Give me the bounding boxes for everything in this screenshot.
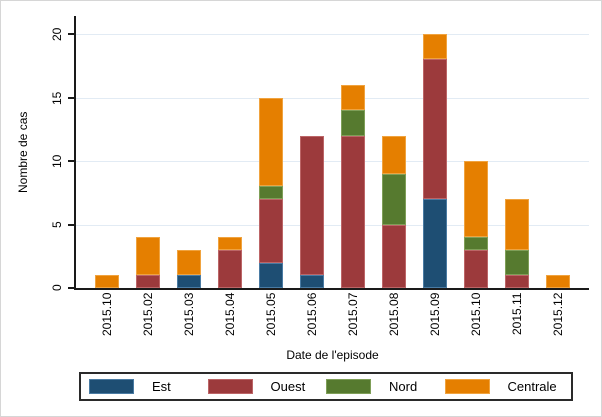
- y-tick-label: 0: [50, 284, 64, 292]
- gridline-y-20: [76, 34, 589, 35]
- legend-item-nord: Nord: [326, 379, 445, 394]
- bar-segment-centrale-2015.09[interactable]: [423, 34, 447, 60]
- x-tick-label: 2015.05: [264, 293, 278, 337]
- bar-segment-centrale-2015.04[interactable]: [218, 237, 242, 250]
- bar-segment-est-2015.09[interactable]: [423, 199, 447, 288]
- legend-label: Est: [152, 379, 171, 394]
- bar-segment-nord-2015.05[interactable]: [259, 186, 283, 200]
- y-tick-label: 10: [50, 154, 64, 168]
- bar-segment-ouest-2015.06[interactable]: [300, 135, 324, 276]
- legend-swatch-est: [89, 379, 134, 394]
- x-tick-labels: 2015.10 2015.02 2015.03 2015.04 2015.05 2015.…: [76, 293, 589, 351]
- bar-segment-centrale-2015.03[interactable]: [177, 249, 201, 276]
- legend: Est Ouest Nord Centrale: [79, 372, 573, 401]
- bar-segment-nord-2015.07[interactable]: [341, 110, 365, 136]
- bar-segment-centrale-2015.10[interactable]: [95, 275, 119, 288]
- x-axis-line: [74, 288, 589, 290]
- y-tick-0: [68, 287, 74, 289]
- x-tick-label: 2015.04: [223, 293, 237, 337]
- bar-segment-ouest-2015.07[interactable]: [341, 135, 365, 288]
- y-tick-5: [68, 223, 74, 226]
- bar-segment-est-2015.06[interactable]: [300, 275, 324, 288]
- y-tick-10: [68, 160, 74, 162]
- legend-label: Centrale: [507, 379, 557, 394]
- bar-segment-centrale-2015.05[interactable]: [259, 97, 283, 187]
- gridline-y-5: [76, 224, 589, 226]
- bar-segment-ouest-2015.10[interactable]: [464, 249, 488, 288]
- x-tick-label: 2015.07: [346, 293, 360, 337]
- legend-swatch-centrale: [444, 379, 490, 394]
- bar-segment-centrale-2015.07[interactable]: [341, 84, 365, 111]
- bar-segment-ouest-2015.11[interactable]: [505, 275, 529, 288]
- x-tick-label: 2015.09: [428, 293, 442, 337]
- x-tick-label: 2015.10: [100, 293, 114, 337]
- legend-item-est: Est: [89, 379, 208, 394]
- y-tick-label: 20: [50, 27, 64, 41]
- bar-segment-centrale-2015.12[interactable]: [546, 275, 570, 288]
- bar-segment-ouest-2015.05[interactable]: [259, 199, 283, 263]
- y-axis-line: [74, 16, 76, 290]
- bar-segment-centrale-2015.10[interactable]: [464, 161, 488, 238]
- bar-segment-ouest-2015.09[interactable]: [423, 59, 447, 200]
- y-tick-label: 15: [50, 90, 64, 105]
- bar-segment-ouest-2015.02[interactable]: [136, 275, 160, 288]
- x-tick-label: 2015.03: [182, 293, 196, 337]
- bar-segment-nord-2015.10[interactable]: [464, 237, 488, 250]
- bar-segment-centrale-2015.08[interactable]: [382, 135, 406, 174]
- bar-segment-ouest-2015.04[interactable]: [218, 249, 242, 288]
- x-tick-label: 2015.06: [305, 293, 319, 337]
- legend-item-ouest: Ouest: [207, 379, 327, 394]
- y-axis-title: Nombre de cas: [16, 111, 30, 194]
- gridline-y-10: [76, 161, 589, 162]
- legend-swatch-nord: [326, 379, 371, 394]
- x-axis-title: Date de l'episode: [286, 348, 379, 362]
- gridline-y-15: [76, 97, 589, 99]
- legend-label: Nord: [389, 379, 418, 394]
- bar-segment-centrale-2015.11[interactable]: [505, 199, 529, 250]
- x-tick-label: 2015.10: [469, 293, 483, 337]
- y-tick-15: [68, 96, 74, 99]
- bar-segment-ouest-2015.08[interactable]: [382, 224, 406, 288]
- y-tick-label: 5: [50, 221, 64, 228]
- bar-segment-est-2015.03[interactable]: [177, 275, 201, 288]
- x-tick-label: 2015.02: [141, 293, 155, 337]
- bar-segment-est-2015.05[interactable]: [259, 262, 283, 288]
- x-tick-label: 2015.11: [510, 293, 524, 336]
- legend-item-centrale: Centrale: [444, 379, 564, 394]
- legend-label: Ouest: [270, 379, 306, 394]
- legend-swatch-ouest: [207, 379, 253, 394]
- plot-area: [76, 17, 589, 288]
- bar-segment-nord-2015.08[interactable]: [382, 173, 406, 225]
- y-tick-20: [68, 33, 74, 35]
- x-tick-label: 2015.08: [387, 293, 401, 337]
- x-tick-label: 2015.12: [551, 293, 565, 337]
- bar-segment-nord-2015.11[interactable]: [505, 249, 529, 276]
- bar-segment-centrale-2015.02[interactable]: [136, 237, 160, 276]
